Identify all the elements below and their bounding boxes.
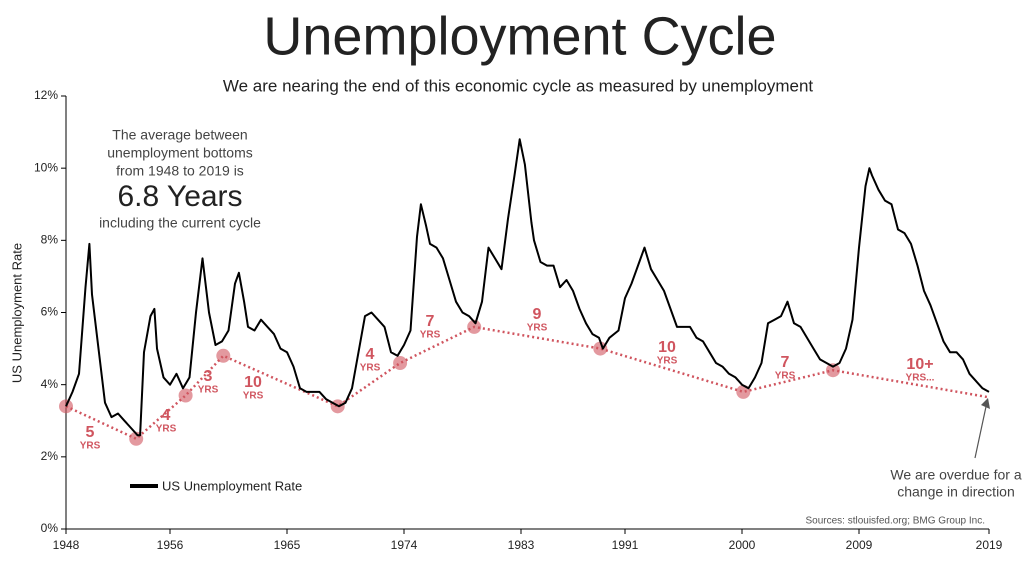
x-tick-label: 1948: [53, 538, 80, 552]
note: change in direction: [897, 484, 1015, 500]
source: Sources: stlouisfed.org; BMG Group Inc.: [805, 516, 985, 527]
x-tick-label: 2000: [729, 538, 756, 552]
y-tick-label: 6%: [41, 305, 59, 319]
x-tick-label: 1974: [391, 538, 418, 552]
trough-dot: [826, 363, 840, 378]
x-tick-label: 1956: [157, 538, 184, 552]
x-tick-label: 1983: [508, 538, 535, 552]
trough-dot: [467, 319, 482, 334]
cycle-years: 4: [162, 407, 171, 424]
x-tick-label: 2009: [846, 538, 873, 552]
note: from 1948 to 2019 is: [116, 163, 244, 179]
note: including the current cycle: [99, 215, 261, 231]
cycle-unit: YRS...: [906, 373, 935, 384]
y-tick-label: 12%: [34, 88, 58, 102]
cycle-years: 4: [366, 346, 375, 363]
trough-trend: [65, 325, 990, 441]
note: unemployment bottoms: [107, 145, 253, 161]
cycle-years: 9: [533, 306, 542, 323]
cycle-years: 10: [658, 339, 676, 356]
y-tick-label: 8%: [41, 233, 59, 247]
x-tick-label: 2019: [976, 538, 1003, 552]
cycle-years: 10: [244, 374, 262, 391]
cycle-unit: YRS: [80, 441, 101, 452]
y-tick-label: 0%: [41, 521, 59, 535]
note: The average between: [112, 127, 247, 143]
cycle-years: 7: [781, 354, 790, 371]
x-tick-label: 1965: [274, 538, 301, 552]
cycle-years: 10+: [906, 356, 933, 373]
cycle-unit: YRS: [657, 356, 678, 367]
x-tick-label: 1991: [612, 538, 639, 552]
y-tick-label: 10%: [34, 160, 58, 174]
chart-subtitle: We are nearing the end of this economic …: [223, 76, 814, 95]
y-axis-label: US Unemployment Rate: [9, 243, 24, 383]
arrow: [974, 401, 988, 459]
cycle-unit: YRS: [156, 424, 177, 435]
cycle-unit: YRS: [775, 371, 796, 382]
cycle-years: 7: [426, 313, 435, 330]
cycle-unit: YRS: [360, 363, 381, 374]
cycle-years: 5: [86, 424, 95, 441]
note-emphasis: 6.8 Years: [117, 180, 242, 213]
legend-label: US Unemployment Rate: [162, 478, 302, 493]
cycle-unit: YRS: [243, 391, 264, 402]
trough-dot: [216, 348, 231, 363]
line: [65, 138, 990, 437]
trough-dot: [593, 341, 608, 356]
chart-title: Unemployment Cycle: [263, 6, 776, 66]
note: We are overdue for a: [890, 467, 1021, 483]
arrowhead: [981, 398, 990, 409]
trough-dot: [59, 399, 73, 414]
trough-dot: [178, 388, 193, 403]
cycle-unit: YRS: [527, 323, 548, 334]
cycle-unit: YRS: [198, 385, 219, 396]
cycle-unit: YRS: [420, 330, 441, 341]
y-tick-label: 2%: [41, 449, 59, 463]
trough-dot: [393, 356, 408, 371]
y-tick-label: 4%: [41, 377, 59, 391]
cycle-years: 3: [204, 368, 213, 385]
